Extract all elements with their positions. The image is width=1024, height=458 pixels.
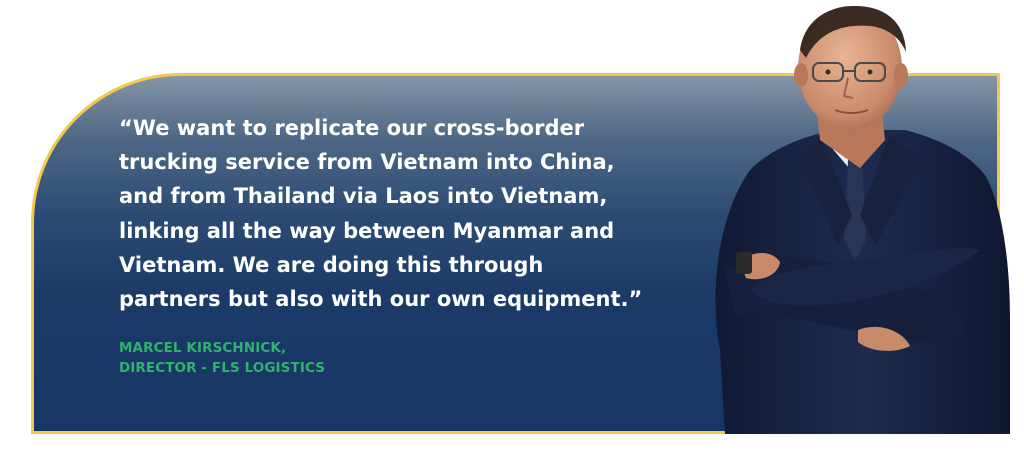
quote-text: “We want to replicate our cross-border t…: [119, 116, 643, 312]
attribution: MARCEL KIRSCHNICK, DIRECTOR - FLS LOGIST…: [119, 338, 325, 378]
speaker-portrait: [715, 6, 1010, 434]
attribution-name: MARCEL KIRSCHNICK,: [119, 340, 287, 356]
attribution-title: DIRECTOR - FLS LOGISTICS: [119, 360, 326, 376]
